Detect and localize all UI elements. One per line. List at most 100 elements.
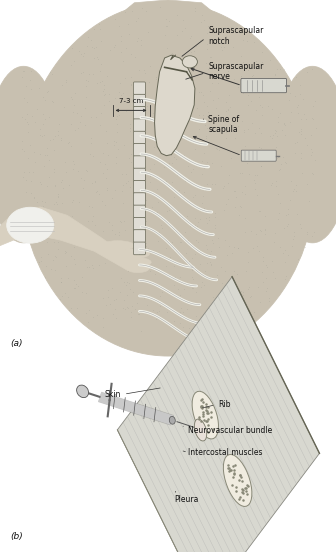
Point [203,59,208,68]
Point [152,270,158,279]
Point [274,143,279,152]
Point [143,238,148,247]
Point [287,118,292,127]
Point [310,170,316,179]
Point [283,275,288,284]
Point [20,172,26,181]
Point [264,273,269,282]
Point [231,187,237,196]
Point [115,119,120,128]
Point [132,211,138,220]
Point [285,204,290,213]
Point [240,299,245,307]
Point [126,278,132,287]
Point [289,177,294,185]
Point [123,280,129,289]
Point [140,92,145,100]
FancyBboxPatch shape [133,94,145,107]
Point [194,311,199,320]
Point [151,305,156,314]
Point [21,66,26,75]
Point [295,109,300,118]
Point [206,22,211,31]
Point [147,62,153,71]
Point [245,284,250,293]
Point [73,88,78,97]
Point [194,41,199,50]
Point [169,220,174,229]
Point [88,237,93,246]
Point [53,213,58,222]
Point [227,120,232,129]
Point [176,121,181,130]
Point [77,197,82,206]
Point [138,36,144,45]
Point [203,185,208,194]
Point [259,58,264,67]
Point [200,191,206,200]
Point [51,146,57,155]
Point [40,109,46,118]
Point [258,144,264,153]
Point [21,146,26,155]
Point [78,68,83,77]
Point [158,174,163,183]
Point [31,214,37,222]
Point [313,124,319,132]
Point [53,198,58,206]
Point [156,306,161,315]
Point [164,307,169,316]
Point [247,306,252,315]
Point [140,161,145,169]
Point [102,91,107,99]
Point [192,221,197,230]
FancyBboxPatch shape [133,217,145,230]
Point [130,7,135,15]
Point [203,132,208,141]
Point [277,243,282,252]
Point [281,65,286,73]
Point [70,156,76,165]
Point [269,134,275,142]
Point [173,70,179,78]
Point [238,287,244,296]
Point [298,126,303,135]
Point [200,157,205,166]
Point [115,112,120,120]
Point [55,245,60,253]
Point [225,194,230,203]
Point [93,220,98,229]
Point [114,158,119,167]
Point [259,47,264,56]
Point [253,185,258,194]
Text: 7-3 cm: 7-3 cm [119,98,143,104]
Point [28,208,34,216]
Point [223,266,228,275]
Point [228,154,234,163]
Point [79,173,84,182]
Point [163,110,168,119]
Point [109,225,114,234]
Point [34,198,40,206]
Point [92,176,97,185]
Point [190,100,195,109]
Point [177,237,182,246]
Point [103,301,109,310]
Point [174,30,179,39]
Point [263,225,268,233]
Point [151,207,156,216]
Point [102,259,107,268]
Point [132,239,138,248]
Point [121,141,127,150]
Point [214,144,219,153]
Ellipse shape [194,419,207,441]
Point [49,70,54,78]
Point [283,246,288,254]
Point [193,287,198,296]
Point [55,127,61,136]
Point [107,218,112,227]
Point [220,184,225,193]
FancyBboxPatch shape [133,156,145,168]
Point [272,273,278,282]
Point [201,148,206,157]
